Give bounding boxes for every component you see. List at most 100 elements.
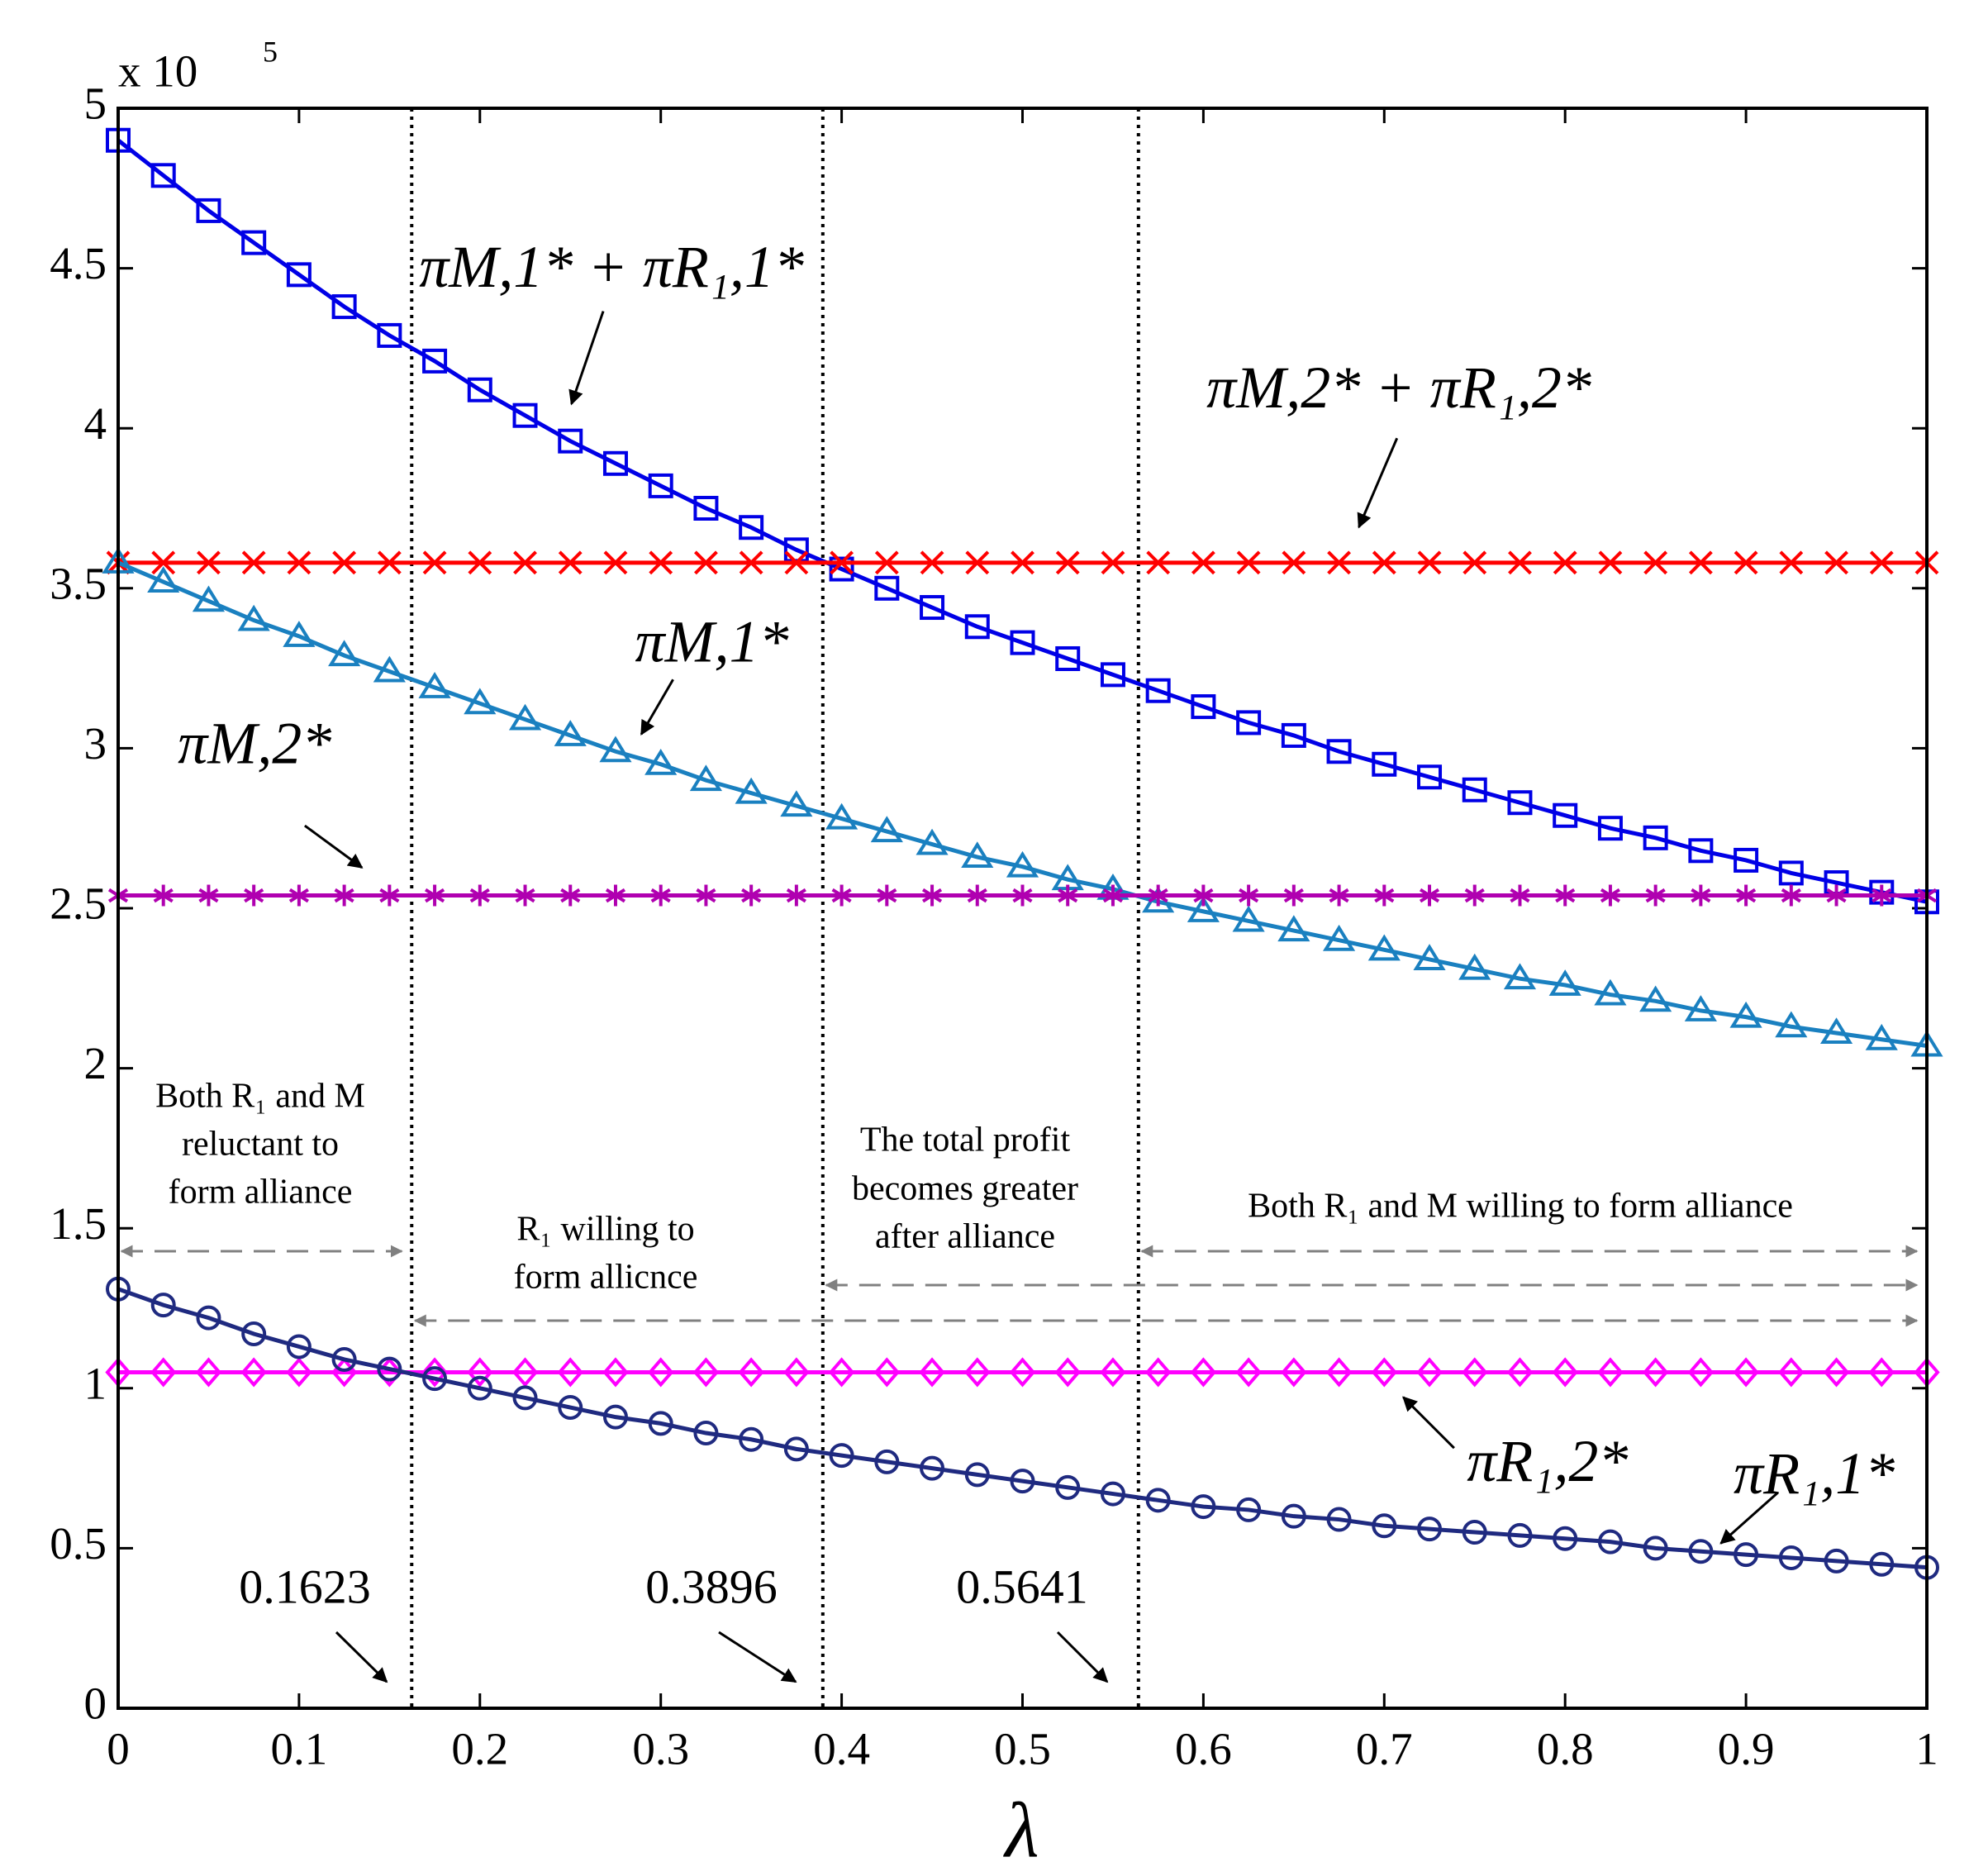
- marker: [1327, 550, 1351, 575]
- marker: [192, 585, 226, 612]
- marker: [560, 884, 581, 907]
- marker: [331, 294, 357, 320]
- marker: [151, 550, 176, 575]
- marker: [557, 1357, 583, 1388]
- marker: [648, 1411, 673, 1436]
- marker: [1778, 1545, 1804, 1571]
- marker: [328, 640, 361, 667]
- marker: [467, 1375, 492, 1401]
- marker: [738, 1357, 764, 1388]
- marker: [649, 550, 673, 575]
- annotation-text: form allicnce: [514, 1259, 698, 1297]
- arrow: [568, 311, 605, 406]
- y-multiplier: x 10: [118, 46, 197, 97]
- marker: [288, 884, 309, 907]
- series-line: [117, 560, 1928, 1048]
- x-tick-label: 0.1: [271, 1724, 328, 1774]
- marker: [967, 884, 987, 907]
- marker: [425, 884, 445, 907]
- y-tick-label: 1.5: [50, 1198, 107, 1249]
- marker: [1548, 969, 1581, 996]
- marker: [1781, 884, 1801, 907]
- marker: [1325, 1357, 1353, 1388]
- marker: [1643, 1536, 1668, 1561]
- marker: [964, 1462, 990, 1488]
- marker: [780, 790, 813, 817]
- marker: [1507, 790, 1533, 816]
- marker: [1691, 884, 1711, 907]
- marker: [1462, 777, 1487, 802]
- marker: [694, 550, 718, 575]
- marker: [1508, 550, 1532, 575]
- arrow: [718, 1631, 797, 1683]
- marker: [1101, 550, 1125, 575]
- marker: [515, 884, 535, 907]
- marker: [422, 348, 448, 374]
- marker: [464, 688, 497, 715]
- marker: [877, 884, 897, 907]
- marker: [377, 550, 402, 575]
- marker: [150, 1357, 177, 1388]
- marker: [147, 566, 180, 593]
- marker: [1462, 1357, 1488, 1388]
- marker: [1282, 550, 1306, 575]
- marker: [825, 802, 858, 830]
- marker: [1824, 1548, 1849, 1574]
- marker: [196, 1305, 221, 1331]
- y-tick-label: 4.5: [50, 238, 107, 288]
- marker: [196, 198, 221, 223]
- marker: [1374, 884, 1395, 907]
- x-tick-label: 0.3: [632, 1724, 689, 1774]
- marker: [1594, 978, 1627, 1006]
- x-tick-label: 0.2: [451, 1724, 508, 1774]
- marker: [1191, 694, 1216, 720]
- marker: [1055, 1474, 1081, 1500]
- x-tick-label: 0.4: [813, 1724, 870, 1774]
- marker: [831, 884, 852, 907]
- marker: [1100, 1481, 1125, 1507]
- marker: [874, 1449, 900, 1474]
- marker: [1281, 1357, 1307, 1388]
- y-tick-label: 1: [84, 1358, 107, 1408]
- marker: [512, 1385, 538, 1411]
- marker: [1506, 1357, 1534, 1388]
- series-label: πM,1*: [635, 608, 789, 674]
- marker: [241, 1321, 267, 1346]
- marker: [829, 1443, 854, 1469]
- marker: [197, 550, 221, 575]
- marker: [1372, 1513, 1397, 1539]
- x-tick-label: 0.8: [1537, 1724, 1594, 1774]
- marker: [1597, 1529, 1623, 1555]
- marker: [554, 720, 587, 746]
- y-tick-label: 0.5: [50, 1518, 107, 1569]
- marker: [1464, 884, 1485, 907]
- x-axis-label: λ: [1002, 1787, 1039, 1874]
- marker: [1236, 1497, 1262, 1522]
- marker: [513, 550, 537, 575]
- marker: [921, 884, 943, 907]
- marker: [783, 1436, 809, 1462]
- marker: [467, 377, 492, 402]
- marker: [605, 884, 626, 907]
- marker: [965, 550, 990, 575]
- marker: [741, 884, 762, 907]
- marker: [1413, 944, 1446, 970]
- marker: [153, 884, 174, 907]
- marker: [961, 841, 994, 869]
- marker: [286, 262, 312, 288]
- marker: [1462, 550, 1487, 575]
- series-label: πM,2* + πR₁,2*: [1206, 355, 1591, 421]
- series-label: πR₁,1*: [1734, 1440, 1895, 1507]
- marker: [1684, 995, 1717, 1021]
- marker: [1371, 1357, 1397, 1388]
- marker: [1102, 884, 1124, 907]
- marker: [1600, 884, 1621, 907]
- marker: [1734, 550, 1758, 575]
- marker: [696, 884, 716, 907]
- marker: [1010, 1469, 1035, 1494]
- marker: [1236, 550, 1261, 575]
- y-exponent: 5: [263, 35, 278, 68]
- vline-label: 0.5641: [956, 1559, 1088, 1613]
- marker: [1597, 816, 1623, 841]
- marker: [964, 1357, 991, 1388]
